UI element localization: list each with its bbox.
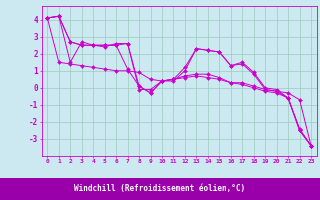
Text: Windchill (Refroidissement éolien,°C): Windchill (Refroidissement éolien,°C): [75, 184, 245, 194]
